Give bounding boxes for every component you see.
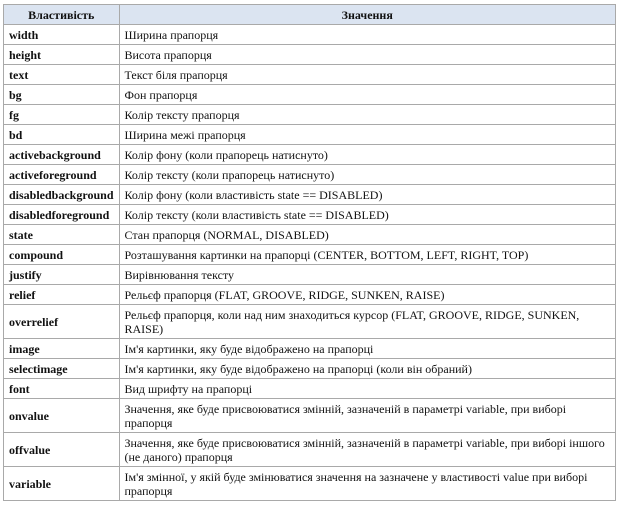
property-description: Колір тексту прапорця — [118, 104, 616, 125]
property-description: Колір тексту (коли властивість state == … — [118, 204, 616, 225]
property-description: Ширина межі прапорця — [118, 124, 616, 145]
property-name: text — [3, 64, 120, 85]
property-name: activeforeground — [3, 164, 120, 185]
property-description: Ім'я змінної, у якій буде змінюватися зн… — [118, 466, 616, 501]
table-row: font Вид шрифту на прапорці — [3, 378, 616, 399]
table-row: relief Рельєф прапорця (FLAT, GROOVE, RID… — [3, 284, 616, 305]
property-name: bd — [3, 124, 120, 145]
property-description: Текст біля прапорця — [118, 64, 616, 85]
property-description: Вирівнювання тексту — [118, 264, 616, 285]
property-description: Розташування картинки на прапорці (CENTE… — [118, 244, 616, 265]
table-row: image Ім'я картинки, яку буде відображено… — [3, 338, 616, 359]
property-name: overrelief — [3, 304, 120, 339]
property-description: Значення, яке буде присвоюватися змінній… — [118, 398, 616, 433]
table-row: bd Ширина межі прапорця — [3, 124, 616, 145]
property-name: width — [3, 24, 120, 45]
property-name: fg — [3, 104, 120, 125]
property-name: disabledbackground — [3, 184, 120, 205]
property-description: Висота прапорця — [118, 44, 616, 65]
property-description: Вид шрифту на прапорці — [118, 378, 616, 399]
table-row: justify Вирівнювання тексту — [3, 264, 616, 285]
property-description: Ім'я картинки, яку буде відображено на п… — [118, 338, 616, 359]
table-row: width Ширина прапорця — [3, 24, 616, 45]
property-description: Колір тексту (коли прапорець натиснуто) — [118, 164, 616, 185]
property-name: font — [3, 378, 120, 399]
table-row: variable Ім'я змінної, у якій буде змінюв… — [3, 466, 616, 501]
table-row: height Висота прапорця — [3, 44, 616, 65]
property-name: selectimage — [3, 358, 120, 379]
property-description: Ширина прапорця — [118, 24, 616, 45]
property-name: image — [3, 338, 120, 359]
property-description: Рельєф прапорця (FLAT, GROOVE, RIDGE, SU… — [118, 284, 616, 305]
property-name: justify — [3, 264, 120, 285]
table-row: selectimage Ім'я картинки, яку буде відоб… — [3, 358, 616, 379]
property-name: state — [3, 224, 120, 245]
table-row: activebackground Колір фону (коли прапоре… — [3, 144, 616, 165]
table-row: disabledbackground Колір фону (коли власт… — [3, 184, 616, 205]
property-name: onvalue — [3, 398, 120, 433]
table-row: bg Фон прапорця — [3, 84, 616, 105]
property-description: Ім'я картинки, яку буде відображено на п… — [118, 358, 616, 379]
header-value: Значення — [118, 4, 616, 25]
table-row: compound Розташування картинки на прапорц… — [3, 244, 616, 265]
property-description: Стан прапорця (NORMAL, DISABLED) — [118, 224, 616, 245]
property-name: offvalue — [3, 432, 120, 467]
table-row: offvalue Значення, яке буде присвоюватися… — [3, 432, 616, 467]
table-row: disabledforeground Колір тексту (коли вла… — [3, 204, 616, 225]
property-name: bg — [3, 84, 120, 105]
property-name: disabledforeground — [3, 204, 120, 225]
property-description: Значення, яке буде присвоюватися змінній… — [118, 432, 616, 467]
property-name: relief — [3, 284, 120, 305]
table-row: activeforeground Колір тексту (коли прапо… — [3, 164, 616, 185]
property-description: Колір фону (коли прапорець натиснуто) — [118, 144, 616, 165]
table-row: onvalue Значення, яке буде присвоюватися … — [3, 398, 616, 433]
property-name: compound — [3, 244, 120, 265]
table-row: fg Колір тексту прапорця — [3, 104, 616, 125]
property-name: height — [3, 44, 120, 65]
property-name: variable — [3, 466, 120, 501]
table-header-row: Властивість Значення — [3, 4, 616, 25]
table-row: state Стан прапорця (NORMAL, DISABLED) — [3, 224, 616, 245]
property-description: Колір фону (коли властивість state == DI… — [118, 184, 616, 205]
property-description: Фон прапорця — [118, 84, 616, 105]
table-body: width Ширина прапорця height Висота прапорц… — [3, 24, 616, 501]
properties-table: Властивість Значення width Ширина прапорц… — [3, 4, 616, 501]
property-description: Рельєф прапорця, коли над ним знаходитьс… — [118, 304, 616, 339]
table-row: text Текст біля прапорця — [3, 64, 616, 85]
property-name: activebackground — [3, 144, 120, 165]
table-row: overrelief Рельєф прапорця, коли над ним … — [3, 304, 616, 339]
header-property: Властивість — [3, 4, 120, 25]
